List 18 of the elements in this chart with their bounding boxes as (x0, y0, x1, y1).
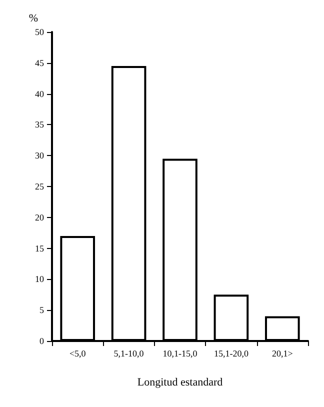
y-tick-label: 15 (35, 243, 44, 254)
y-tick-label: 25 (35, 182, 44, 192)
y-tick-label: 35 (35, 120, 44, 130)
y-tick-label: 20 (35, 212, 44, 222)
y-tick-label: 10 (35, 274, 44, 284)
x-tick-label: <5,0 (69, 348, 86, 358)
x-axis-title: Longitud estandard (137, 376, 224, 388)
y-tick-label: 40 (35, 88, 44, 99)
x-tick-label: 20,1> (272, 348, 293, 358)
y-tick-label: 45 (35, 58, 44, 68)
y-tick-label: 0 (40, 336, 44, 346)
y-axis-title: % (28, 12, 38, 24)
y-tick-label: 5 (40, 305, 44, 316)
x-tick-label: 10,1-15,0 (162, 348, 198, 358)
x-tick-label: 5,1-10,0 (114, 348, 144, 358)
y-tick-label: 50 (35, 27, 44, 37)
y-tick-label: 30 (35, 150, 44, 161)
x-tick-label: 15,1-20,0 (214, 348, 249, 358)
